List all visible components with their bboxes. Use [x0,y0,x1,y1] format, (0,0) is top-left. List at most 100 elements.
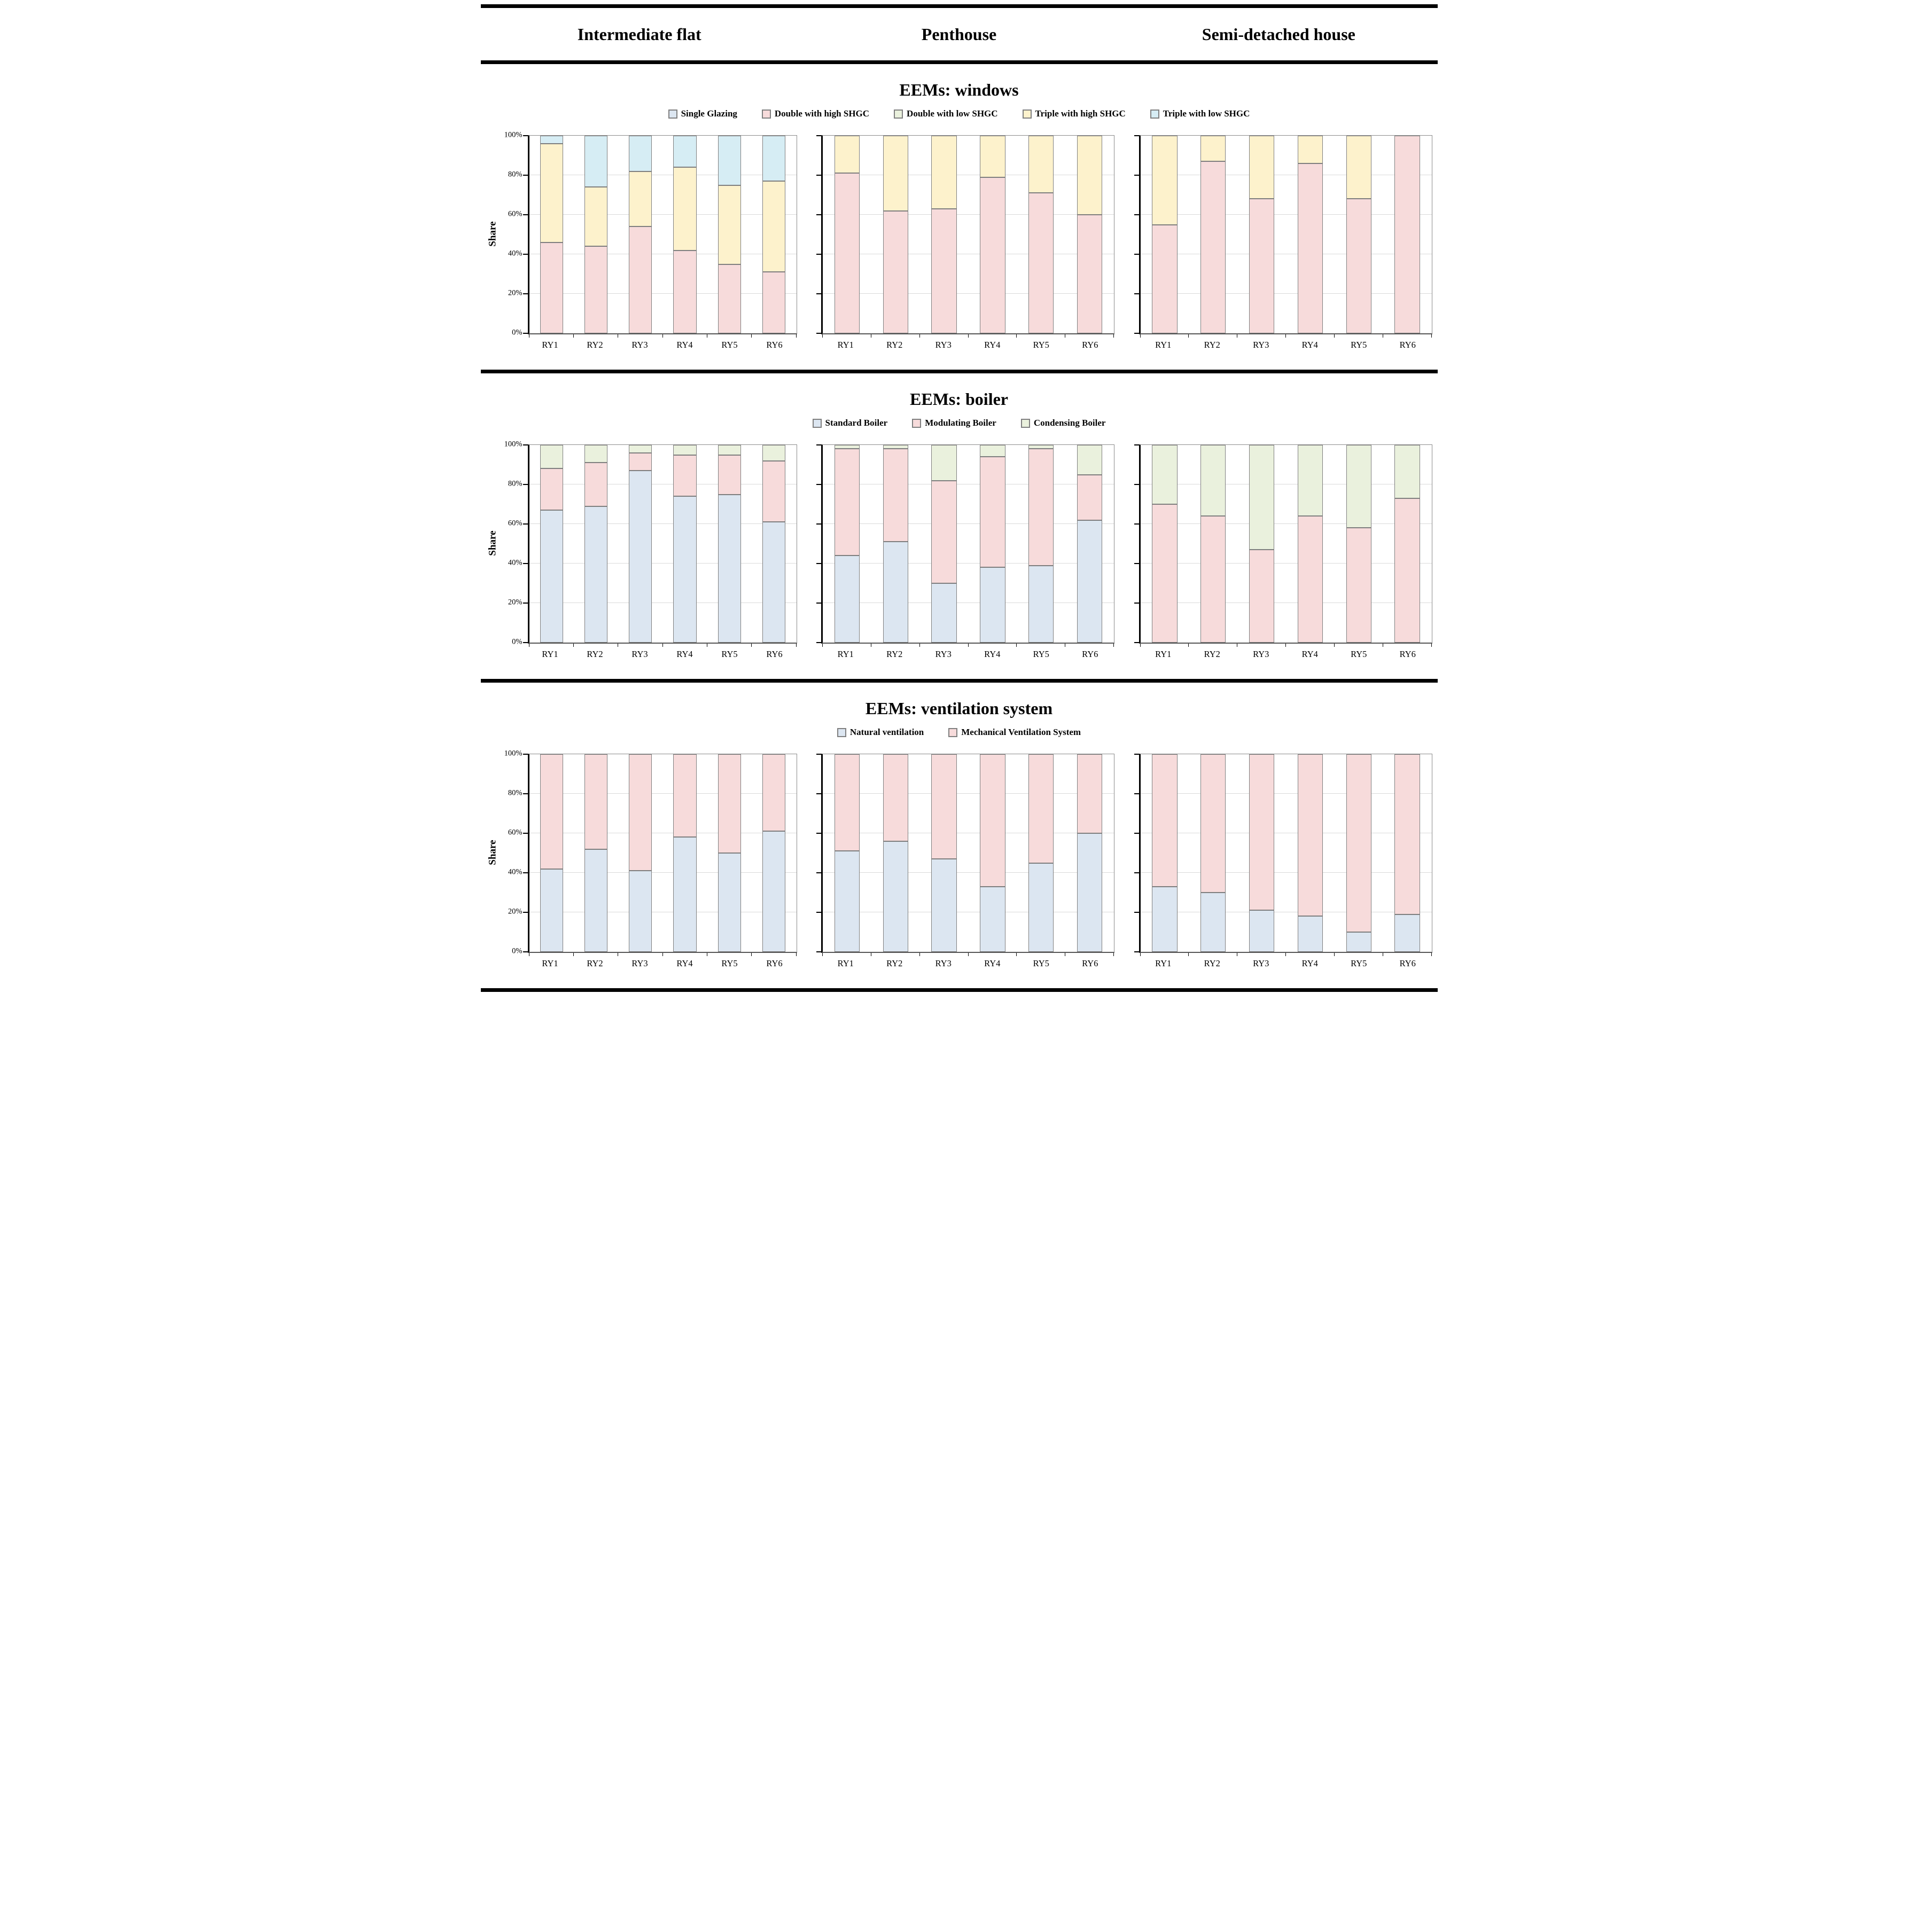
bar-slot-ry4 [968,754,1017,952]
x-tick-label-ry2: RY2 [587,340,603,350]
x-axis-tick [573,334,574,338]
x-tick-labels: RY1 RY2 RY3 RY4 RY5 RY6 [821,644,1114,660]
bar-segment-natural-ventilation [1346,932,1371,952]
legend-swatch-triple-with-high-shgc [1022,109,1032,119]
x-axis-labels-row: RY1 RY2 RY3 RY4 RY5 RY6 [821,644,1114,660]
bar-boiler-intermediate-flat-ry3 [629,445,652,643]
y-tick-label: 20% [508,598,523,607]
y-axis-tick [1134,912,1139,913]
bar-segment-double-with-high-shgc [1249,199,1275,333]
y-tick-label: 0% [512,637,523,646]
y-axis-title: Share [486,754,500,951]
chart-ventilation-semi-detached-house: RY1 RY2 RY3 RY4 RY5 RY6 [1134,754,1432,969]
bar-segment-triple-with-low-shgc [540,136,563,144]
bar-segment-triple-with-high-shgc [584,187,608,247]
gridline-20 [529,293,797,294]
bar-slots [1141,445,1432,643]
x-axis-tick [822,334,823,338]
bar-segment-triple-with-low-shgc [584,136,608,187]
gridline-40 [1140,563,1432,564]
bar-boiler-intermediate-flat-ry5 [718,445,742,643]
y-axis-tick [523,333,528,334]
y-axis-tick [816,793,821,794]
bar-segment-triple-with-high-shgc [1077,136,1103,215]
x-axis-tick [1140,644,1141,647]
gridline-20 [1140,293,1432,294]
y-axis-tick [523,254,528,255]
bar-ventilation-penthouse-ry3 [931,754,957,952]
bar-segment-modulating-boiler [1077,474,1103,520]
legend-swatch-double-with-high-shgc [761,109,771,119]
bar-windows-intermediate-flat-ry6 [762,136,786,333]
bar-segment-triple-with-low-shgc [673,136,697,168]
gridline-60 [529,214,797,215]
bar-slot-ry6 [752,754,796,952]
bar-segment-condensing-boiler [931,445,957,481]
bar-slot-ry2 [574,445,618,643]
bar-ventilation-semi-detached-house-ry6 [1394,754,1420,952]
bar-segment-natural-ventilation [834,851,860,952]
bar-slot-ry6 [1065,445,1114,643]
bar-slot-ry1 [823,754,871,952]
charts-row-windows: Share 0% 20% 40% 60% 80% 100% RY1 RY2 RY3 RY4 RY5 RY… [480,131,1439,350]
bar-segment-condensing-boiler [718,445,742,455]
bar-slot-ry2 [574,754,618,952]
gridline-40 [823,872,1114,873]
bar-slot-ry2 [1189,754,1237,952]
bar-segment-natural-ventilation [1152,886,1178,952]
y-axis-tick [816,872,821,873]
y-axis-tick [523,135,528,136]
x-tick-label-ry4: RY4 [676,958,693,968]
gridline-40 [529,872,797,873]
x-tick-label-ry4: RY4 [1301,649,1318,659]
legend-swatch-modulating-boiler [912,418,922,428]
x-tick-labels: RY1 RY2 RY3 RY4 RY5 RY6 [821,334,1114,350]
bar-slot-ry2 [1189,445,1237,643]
x-tick-label-ry6: RY6 [1399,958,1416,968]
x-tick-label-ry1: RY1 [542,340,558,350]
y-axis-tick [1134,793,1139,794]
chart-area [1134,444,1432,647]
x-tick-label-ry1: RY1 [1155,958,1172,968]
bar-segment-natural-ventilation [1394,914,1420,952]
x-axis-labels-row: RY1 RY2 RY3 RY4 RY5 RY6 [1139,953,1432,969]
legend-boiler: Standard Boiler Modulating Boiler Condensi… [480,418,1439,428]
gridline-60 [529,523,797,524]
bar-windows-intermediate-flat-ry4 [673,136,697,333]
x-axis-tick [968,953,969,956]
bar-windows-penthouse-ry1 [834,136,860,333]
section-title-boiler: EEMs: boiler [910,389,1008,409]
x-tick-label-ry2: RY2 [886,649,903,659]
y-tick-label: 60% [508,519,523,528]
y-axis-tick [1134,603,1139,604]
x-axis-tick [573,644,574,647]
bar-segment-modulating-boiler [1200,516,1226,643]
y-axis-tick [523,833,528,834]
x-tick-label-ry3: RY3 [631,340,648,350]
x-tick-label-ry1: RY1 [837,340,854,350]
legend-windows: Single Glazing Double with high SHGC Doubl… [480,108,1439,119]
x-axis-tick [1334,953,1335,956]
bar-slot-ry3 [920,754,969,952]
gridline-80 [823,793,1114,794]
y-axis-tick [816,254,821,255]
section-ventilation: EEMs: ventilation system Natural ventila… [480,699,1439,969]
bar-segment-modulating-boiler [584,463,608,506]
bar-segment-natural-ventilation [673,837,697,952]
x-tick-label-ry4: RY4 [676,649,693,659]
y-tick-label: 80% [508,479,523,488]
section-title-windows: EEMs: windows [899,80,1019,99]
bar-segment-triple-with-low-shgc [718,136,742,185]
chart-plot-boiler-semi-detached-house [1134,444,1432,647]
bar-segment-double-with-high-shgc [584,246,608,333]
y-axis-tick [523,793,528,794]
bar-slot-ry5 [1017,136,1065,333]
bar-segment-triple-with-high-shgc [883,136,908,211]
x-axis-tick [662,334,663,338]
building-header-row: Intermediate flat Penthouse Semi-detache… [480,8,1439,60]
x-tick-labels: RY1 RY2 RY3 RY4 RY5 RY6 [528,334,797,350]
bar-slot-ry1 [529,445,574,643]
chart-area [816,444,1114,647]
x-axis-tick [1431,334,1432,338]
x-tick-label-ry5: RY5 [1033,649,1049,659]
